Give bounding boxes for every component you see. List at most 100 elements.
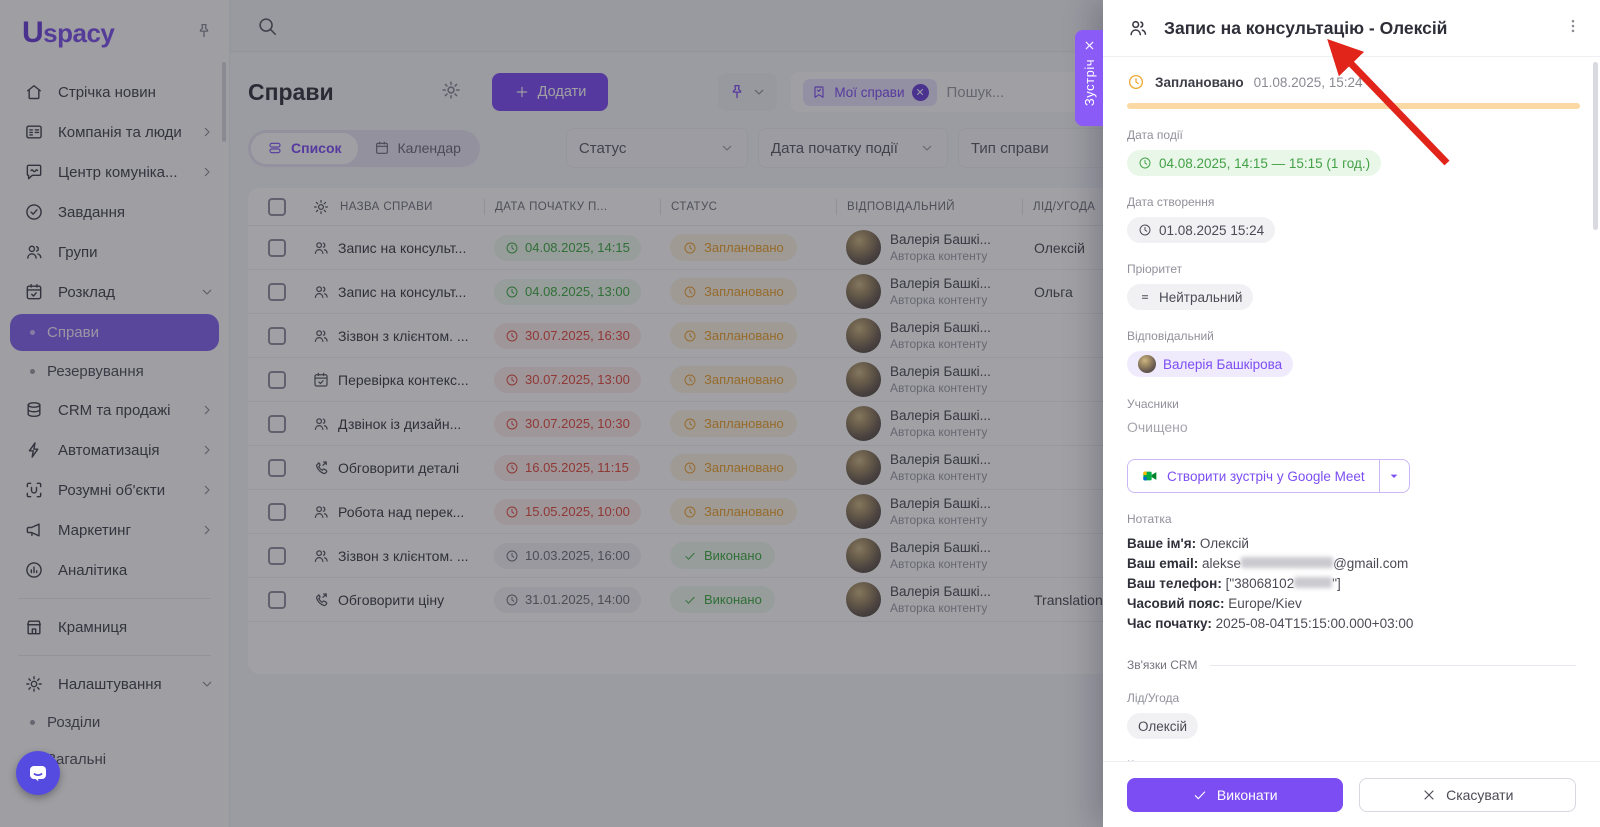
sidebar-item-crm-sales[interactable]: CRM та продажі [0,390,229,430]
sidebar-item-marketing[interactable]: Маркетинг [0,510,229,550]
lead-chip[interactable]: Олексій [1127,713,1199,739]
search-placeholder: Пошук... [946,83,1005,101]
redacted-text [1294,577,1333,588]
meet-options-caret[interactable] [1378,460,1409,492]
field-label-event-date: Дата події [1127,128,1183,142]
bullet-icon [30,720,35,725]
redacted-text [1241,557,1334,568]
avatar [846,582,881,617]
table-header-row: НАЗВА СПРАВИ ДАТА ПОЧАТКУ П... СТАТУС ВІ… [248,188,1580,226]
sidebar-item-activities[interactable]: Справи [10,314,219,351]
row-checkbox[interactable] [268,370,286,389]
column-header-lead-deal[interactable]: ЛІД/УГОДА [1022,198,1580,215]
page-title: Справи [248,78,334,105]
event-date-chip[interactable]: 04.08.2025, 14:15 — 15:15 (1 год.) [1127,150,1382,176]
sidebar-item-settings[interactable]: Налаштування [0,664,229,704]
divider [18,655,211,656]
sidebar-item-tasks[interactable]: Завдання [0,192,229,232]
crm-links-section: Зв'язки CRM [1127,658,1576,672]
uspacy-logo[interactable]: Uspacy [22,16,115,49]
sidebar-item-sections[interactable]: Розділи [0,704,229,741]
row-checkbox[interactable] [268,238,286,257]
sidebar-item-schedule[interactable]: Розклад [0,272,229,312]
google-meet-icon [1142,468,1158,484]
close-icon[interactable] [1083,39,1096,52]
date-chip: 30.07.2025, 10:30 [494,410,641,437]
column-header-name[interactable]: НАЗВА СПРАВИ [340,200,433,213]
avatar [846,450,881,485]
row-checkbox[interactable] [268,282,286,301]
row-checkbox[interactable] [268,414,286,433]
panel-title: Запис на консультацію - Олексій [1164,17,1448,38]
filter-start-date[interactable]: Дата початку події [757,128,948,168]
saved-filter-chip[interactable]: Мої справи [803,78,937,106]
sidebar: Uspacy Стрічка новин Компанія та люди Це… [0,0,230,827]
avatar [846,230,881,265]
divider [1209,664,1576,666]
sidebar-item-automation[interactable]: Автоматизація [0,430,229,470]
avatar [846,318,881,353]
row-checkbox[interactable] [268,502,286,521]
bullet-icon [30,330,35,335]
google-meet-split-button: Створити зустріч у Google Meet [1127,459,1410,493]
remove-filter-icon[interactable] [911,83,929,101]
sidebar-item-reservations[interactable]: Резервування [0,353,229,390]
sidebar-item-news-feed[interactable]: Стрічка новин [0,72,229,112]
row-checkbox[interactable] [268,326,286,345]
kebab-menu-icon[interactable] [1564,17,1582,40]
divider [18,598,211,599]
filter-status[interactable]: Статус [565,128,748,168]
date-chip: 10.03.2025, 16:00 [494,542,641,569]
sidebar-item-marketplace[interactable]: Крамниця [0,607,229,647]
column-header-start-date[interactable]: ДАТА ПОЧАТКУ П... [484,198,670,215]
participants-value: Очищено [1127,419,1188,435]
field-label-responsible: Відповідальний [1127,329,1214,343]
support-chat-button[interactable] [16,751,60,795]
panel-status-date: 01.08.2025, 15:24 [1253,74,1363,90]
complete-button[interactable]: Виконати [1127,778,1343,812]
sidebar-scrollbar[interactable] [222,62,226,142]
select-all-checkbox[interactable] [268,197,286,216]
sidebar-item-communication-center[interactable]: Центр комуніка... [0,152,229,192]
date-chip: 04.08.2025, 14:15 [494,234,641,261]
avatar [846,494,881,529]
date-chip: 30.07.2025, 13:00 [494,366,641,393]
panel-footer: Виконати Скасувати [1103,761,1600,827]
tab-list[interactable]: Список [251,132,358,164]
column-header-responsible[interactable]: ВІДПОВІДАЛЬНИЙ [836,198,1032,215]
avatar [1138,355,1156,373]
field-label-priority: Пріоритет [1127,262,1183,276]
field-label-created: Дата створення [1127,195,1215,209]
clock-icon [1138,156,1152,170]
field-label-participants: Учасники [1127,397,1179,411]
tab-calendar[interactable]: Календар [358,133,477,164]
sidebar-item-company-people[interactable]: Компанія та люди [0,112,229,152]
pin-filter-button[interactable] [718,73,778,111]
row-checkbox[interactable] [268,458,286,477]
close-icon [1421,787,1437,803]
responsible-chip[interactable]: Валерія Башкірова [1127,351,1294,377]
create-meet-button[interactable]: Створити зустріч у Google Meet [1128,460,1379,492]
field-label-note: Нотатка [1127,512,1172,526]
sidebar-item-smart-objects[interactable]: Розумні об'єкти [0,470,229,510]
priority-chip[interactable]: Нейтральний [1127,284,1254,310]
meeting-side-tab[interactable]: Зустріч [1075,30,1103,126]
date-chip: 15.05.2025, 10:00 [494,498,641,525]
cancel-button[interactable]: Скасувати [1358,778,1576,812]
date-chip: 30.07.2025, 16:30 [494,322,641,349]
view-tabs: Список Календар [248,129,480,167]
date-chip: 16.05.2025, 11:15 [494,454,640,481]
column-header-status[interactable]: СТАТУС [660,198,846,215]
add-button[interactable]: Додати [491,73,609,111]
sidebar-item-groups[interactable]: Групи [0,232,229,272]
status-badge: Виконано [670,542,775,569]
status-badge: Заплановано [670,498,797,525]
row-checkbox[interactable] [268,546,286,565]
sidebar-item-analytics[interactable]: Аналітика [0,550,229,590]
created-date-chip: 01.08.2025 15:24 [1127,217,1276,243]
row-checkbox[interactable] [268,590,286,609]
status-badge: Заплановано [670,454,797,481]
status-badge: Заплановано [670,234,797,261]
avatar [846,362,881,397]
panel-scrollbar[interactable] [1593,62,1598,230]
